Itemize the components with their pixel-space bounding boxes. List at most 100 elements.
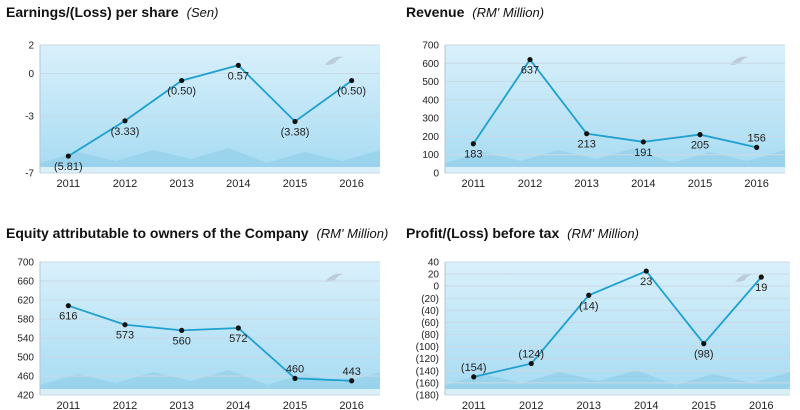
equity-chart-title: Equity attributable to owners of the Com… [6,225,388,241]
equity-title-text: Equity attributable to owners of the Com… [6,225,309,241]
x-tick-label: 2015 [692,400,716,410]
data-label: (5.81) [54,161,83,173]
x-tick-label: 2012 [113,400,137,410]
x-tick-label: 2013 [169,400,193,410]
x-tick-label: 2014 [634,400,658,410]
x-tick-label: 2013 [169,178,193,190]
eps-title-text: Earnings/(Loss) per share [6,4,179,20]
data-point [470,141,476,147]
x-tick-label: 2012 [518,178,542,190]
pbt-chart-panel: Profit/(Loss) before tax (RM' Million) 4… [400,205,800,410]
data-label: 572 [229,333,247,345]
x-tick-label: 2014 [226,178,250,190]
x-tick-label: 2015 [688,178,712,190]
data-label: 191 [634,147,652,159]
eps-chart-title: Earnings/(Loss) per share (Sen) [6,4,218,20]
plot-background [40,45,380,173]
x-tick-label: 2013 [577,400,601,410]
data-label: (124) [518,349,544,361]
revenue-chart-title: Revenue (RM' Million) [406,4,544,20]
data-point [349,77,355,84]
x-tick-label: 2013 [574,178,598,190]
mountain-decoration [40,370,380,395]
data-label: (0.50) [337,86,366,98]
data-point [65,303,71,309]
data-label: 616 [59,311,77,323]
y-tick-label: 580 [17,315,34,326]
y-tick-label: 460 [17,372,34,383]
y-tick-label: 620 [17,296,34,307]
data-label: 637 [521,65,539,77]
pbt-title-text: Profit/(Loss) before tax [406,225,560,241]
data-label: 213 [577,139,595,151]
data-label: (98) [694,349,714,361]
data-label: (0.50) [167,86,196,98]
y-tick-label: 700 [17,258,34,269]
data-label: (14) [579,300,599,312]
x-tick-label: 2012 [519,400,543,410]
mist-decoration [445,389,790,395]
x-tick-label: 2015 [283,400,307,410]
data-label: 443 [342,366,360,378]
data-label: 23 [640,276,652,288]
pbt-chart-title: Profit/(Loss) before tax (RM' Million) [406,225,639,241]
series-line [472,58,757,149]
data-point [754,144,760,150]
data-point [179,327,185,333]
y-tick-label: 500 [17,353,34,364]
y-tick-label: 0 [433,282,439,293]
y-tick-label: -7 [25,169,34,180]
y-tick-label: 0 [433,169,439,180]
data-point [528,360,534,367]
x-tick-label: 2016 [749,400,773,410]
eps-title-unit: (Sen) [186,5,219,20]
y-tick-label: 660 [17,277,34,288]
y-tick-label: (120) [416,354,439,365]
eps-chart: 2 0 -3 -7 2011 2012 2013 2014 2015 2016 (5.81) (3.3… [25,41,380,190]
y-tick-label: 600 [422,59,439,70]
plot-background [445,262,790,395]
y-tick-label: 420 [17,391,34,402]
x-tick-label: 2011 [462,400,486,410]
y-tick-label: (160) [416,378,439,389]
x-tick-label: 2016 [744,178,768,190]
pbt-chart: 40200(20)(40)(60)(80)(100)(120)(140)(160… [416,258,790,410]
equity-chart: 700 660 620 580 540 500 460 420 2011 2012 2013 2014… [17,258,380,410]
x-tick-label: 2012 [113,178,137,190]
x-tick-label: 2016 [339,178,363,190]
y-tick-label: 0 [28,69,34,80]
data-label: 205 [691,140,709,152]
data-label: 573 [116,330,134,342]
data-label: 0.57 [228,70,249,82]
data-point [697,132,703,138]
data-label: 460 [286,363,304,375]
y-tick-label: (140) [416,366,439,377]
y-tick-label: (180) [416,391,439,402]
y-tick-label: 200 [422,132,439,143]
mist-decoration [40,389,380,395]
series-line [473,270,762,378]
y-tick-label: 40 [428,258,440,269]
x-tick-label: 2011 [57,178,81,190]
bird-icon [325,56,343,65]
revenue-chart-panel: Revenue (RM' Million) 700 600 500 400 300 200… [400,0,800,205]
data-label: 183 [464,149,482,161]
x-tick-label: 2011 [57,400,81,410]
mountain-decoration [40,148,380,173]
data-point [527,57,533,63]
y-tick-label: 100 [422,150,439,161]
data-point [758,274,764,280]
mist-decoration [445,167,785,173]
data-label: (154) [461,362,487,374]
y-tick-label: (20) [421,294,439,305]
mountain-decoration [445,148,785,173]
data-point [471,374,477,380]
data-point [292,375,298,381]
revenue-chart: 700 600 500 400 300 200 100 0 2011 2012 2013 2014 20… [422,41,785,190]
y-tick-label: 300 [422,114,439,125]
x-tick-label: 2014 [226,400,250,410]
data-point [701,341,707,347]
bird-icon [735,273,753,282]
data-label: 156 [747,132,765,144]
y-tick-label: 20 [428,270,440,281]
